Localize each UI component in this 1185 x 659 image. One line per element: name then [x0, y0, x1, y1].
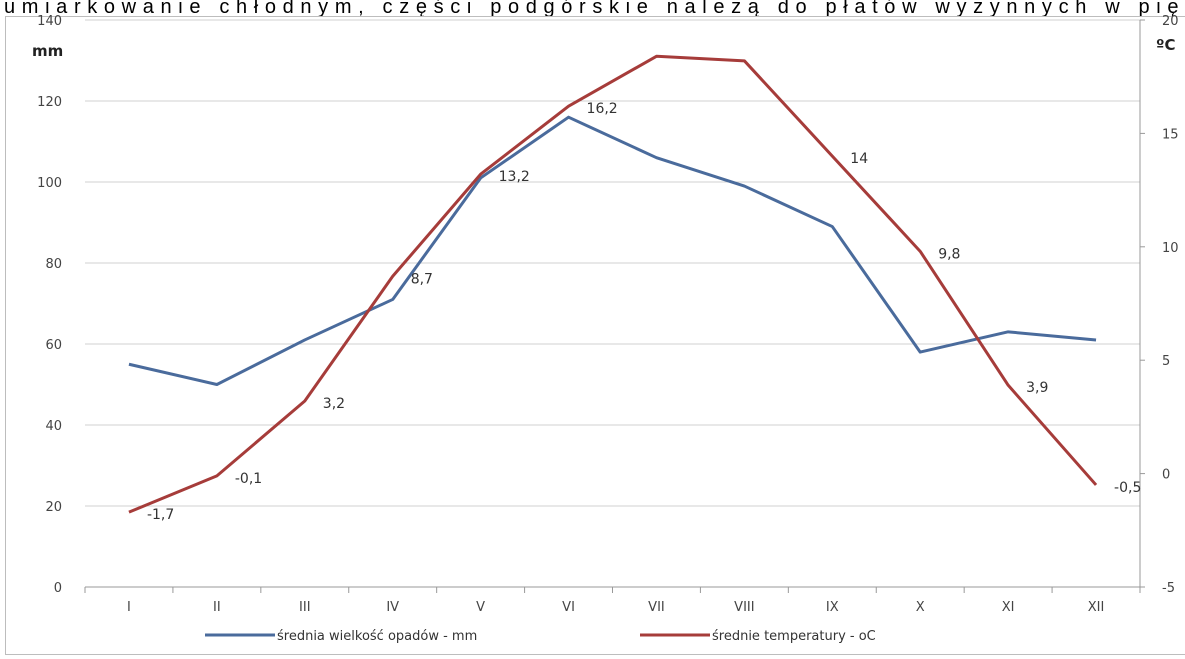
y-tick-label: 100	[37, 176, 62, 191]
y-tick-label: 40	[45, 419, 62, 434]
y-tick-label: 60	[45, 338, 62, 353]
data-label: 3,2	[323, 396, 345, 412]
data-label: 14	[850, 151, 868, 167]
data-label: 8,7	[411, 271, 433, 287]
y2-tick-label: 15	[1162, 127, 1179, 142]
y2-tick-label: 10	[1162, 241, 1179, 256]
x-tick-label: X	[916, 600, 925, 615]
x-tick-label: III	[299, 600, 311, 615]
y-tick-label: 140	[37, 14, 62, 29]
y2-tick-label: 20	[1162, 14, 1179, 29]
x-tick-label: V	[476, 600, 485, 615]
x-tick-label: XII	[1088, 600, 1105, 615]
x-tick-label: VII	[648, 600, 665, 615]
data-label: 16,2	[587, 101, 618, 117]
legend-label: średnia wielkość opadów - mm	[277, 629, 477, 644]
y2-axis-unit: ºC	[1156, 36, 1175, 54]
y2-tick-label: 0	[1162, 468, 1170, 483]
y-tick-label: 80	[45, 257, 62, 272]
series-line	[128, 54, 1098, 514]
y-tick-label: 120	[37, 95, 62, 110]
data-label: 13,2	[499, 169, 530, 185]
chart-frame	[5, 16, 1185, 655]
legend-label: średnie temperatury - oC	[712, 629, 876, 644]
y2-tick-label: 5	[1162, 354, 1170, 369]
y-tick-label: 0	[54, 581, 62, 596]
x-tick-label: VI	[562, 600, 575, 615]
x-tick-label: I	[127, 600, 131, 615]
y2-tick-label: -5	[1162, 581, 1175, 596]
x-tick-label: XI	[1002, 600, 1015, 615]
y-axis-unit: mm	[32, 42, 63, 60]
data-label: -0,5	[1114, 480, 1141, 496]
data-label: 9,8	[938, 246, 960, 262]
data-label: 3,9	[1026, 380, 1048, 396]
y-tick-label: 20	[45, 500, 62, 515]
data-label: -0,1	[235, 471, 262, 487]
x-tick-label: IX	[826, 600, 839, 615]
page-text: umiarkowanie chłodnym, części podgórskie…	[4, 0, 1185, 18]
x-tick-label: VIII	[734, 600, 754, 615]
series-line	[128, 115, 1097, 386]
x-tick-label: II	[213, 600, 221, 615]
x-tick-label: IV	[386, 600, 399, 615]
data-label: -1,7	[147, 507, 174, 523]
